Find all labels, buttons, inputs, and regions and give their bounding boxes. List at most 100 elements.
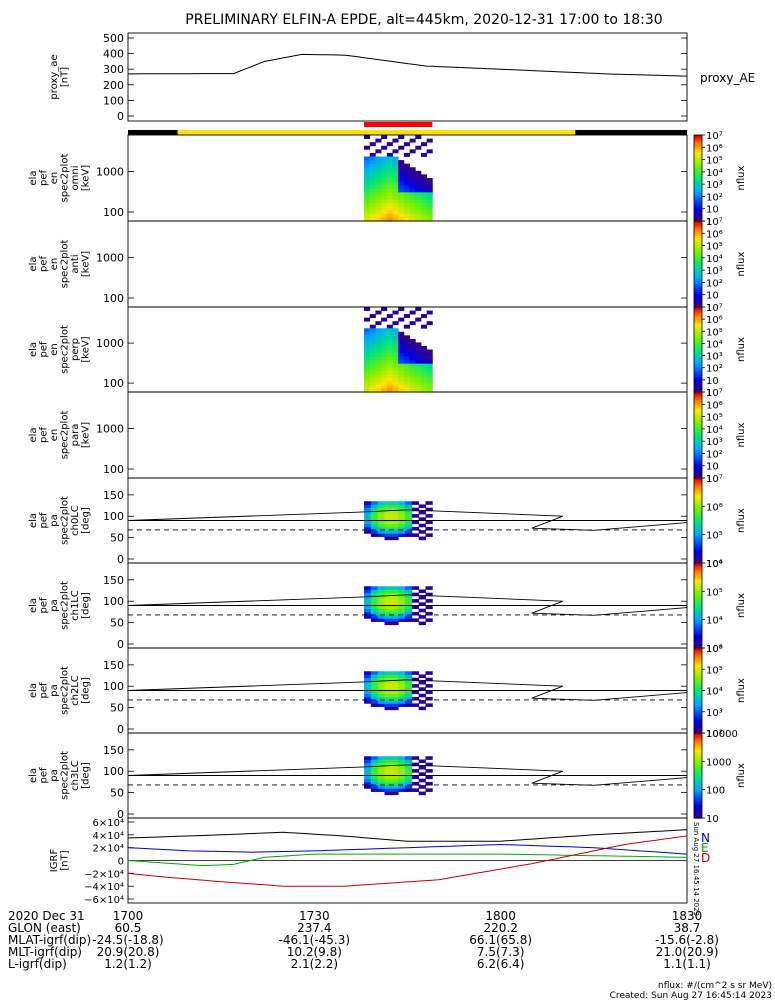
pitch-angle-cell bbox=[370, 586, 379, 590]
spectrogram-cell bbox=[369, 384, 376, 389]
colorbar-tick-label: 10⁶ bbox=[706, 143, 723, 154]
spectrogram-cell bbox=[375, 331, 382, 336]
spectrogram-cell bbox=[409, 349, 416, 354]
spectrogram-cell bbox=[403, 388, 410, 393]
spectrogram-cell bbox=[398, 167, 405, 172]
spectrogram-cell bbox=[392, 181, 399, 186]
colorbar-segment bbox=[694, 197, 702, 201]
colorbar-segment bbox=[694, 152, 702, 155]
colorbar-segment bbox=[694, 296, 702, 299]
colorbar-segment bbox=[694, 779, 702, 783]
colorbar-segment bbox=[694, 707, 702, 711]
panel-ylabel-line: [keV] bbox=[80, 165, 91, 191]
status-bar-segment bbox=[128, 130, 178, 135]
pitch-angle-cell bbox=[405, 775, 413, 780]
spectrogram-cell bbox=[392, 206, 399, 211]
spectrogram-cell bbox=[392, 167, 399, 172]
colorbar-label: nflux bbox=[736, 763, 747, 788]
pitch-angle-cell bbox=[425, 501, 433, 505]
spectrogram-cell bbox=[426, 360, 433, 365]
pitch-angle-cell bbox=[405, 605, 413, 610]
spectrogram-cell bbox=[420, 384, 428, 389]
spectrogram-cell bbox=[420, 174, 428, 179]
pitch-angle-cell bbox=[418, 700, 426, 704]
spectrogram-cell bbox=[420, 206, 428, 211]
pitch-angle-cell bbox=[398, 769, 406, 773]
pitch-angle-cell bbox=[425, 526, 433, 531]
spectrogram-cell bbox=[364, 360, 371, 365]
pitch-angle-cell bbox=[398, 514, 406, 518]
spectrogram-cell bbox=[369, 178, 376, 182]
pitch-angle-cell bbox=[391, 589, 399, 594]
y-tick-label: −6×10⁴ bbox=[84, 895, 124, 906]
panel-ylabel-line: en bbox=[49, 429, 60, 442]
spectrogram-cell bbox=[386, 192, 393, 197]
colorbar-segment bbox=[694, 667, 702, 670]
spectrogram-cell bbox=[392, 363, 399, 368]
colorbar-segment bbox=[694, 794, 702, 798]
pitch-angle-cell bbox=[391, 756, 399, 760]
pitch-angle-cell bbox=[377, 693, 385, 698]
spectrogram-cell bbox=[369, 356, 376, 361]
pitch-angle-cell bbox=[398, 520, 406, 525]
igrf-legend-e: E bbox=[701, 841, 709, 855]
spectrogram-cell bbox=[409, 217, 416, 222]
pitch-angle-cell bbox=[411, 671, 420, 675]
spectrogram-cell bbox=[375, 335, 382, 340]
colorbar-segment bbox=[694, 488, 702, 492]
spectrogram-cell bbox=[415, 192, 422, 197]
colorbar-segment bbox=[694, 635, 702, 638]
spectrogram-cell bbox=[386, 167, 393, 172]
spectrogram-cell bbox=[398, 381, 405, 386]
spectrogram-cell bbox=[420, 192, 428, 197]
spectrogram-cell bbox=[398, 338, 405, 343]
panel-ylabel-line: pef bbox=[38, 682, 49, 699]
colorbar-segment bbox=[694, 682, 702, 685]
colorbar-segment bbox=[694, 648, 702, 651]
colorbar-segment bbox=[694, 784, 702, 787]
colorbar-segment bbox=[694, 321, 702, 325]
colorbar-segment bbox=[694, 137, 702, 140]
colorbar-segment bbox=[694, 330, 702, 334]
colorbar-segment bbox=[694, 790, 702, 794]
pitch-angle-cell bbox=[398, 788, 406, 792]
spectrogram-cell bbox=[375, 163, 382, 168]
panel-ylabel-line: para bbox=[70, 424, 81, 447]
spectrogram-cell bbox=[426, 188, 433, 193]
pitch-angle-cell bbox=[370, 602, 379, 606]
pitch-angle-cell bbox=[391, 510, 399, 515]
pitch-angle-cell bbox=[391, 677, 399, 682]
spectrogram-cell bbox=[409, 185, 416, 190]
colorbar-segment bbox=[694, 796, 702, 800]
colorbar-tick-label: 10 bbox=[706, 376, 719, 387]
pitch-angle-cell bbox=[411, 677, 420, 682]
spectrogram-cell bbox=[415, 377, 422, 382]
colorbar-segment bbox=[694, 620, 702, 624]
colorbar-segment bbox=[694, 302, 702, 306]
spectrogram-cell bbox=[409, 321, 416, 326]
spectrogram-cell bbox=[375, 381, 382, 386]
spectrogram-cell bbox=[415, 181, 422, 186]
colorbar-segment bbox=[694, 469, 702, 473]
pitch-angle-cell bbox=[405, 530, 413, 534]
colorbar-segment bbox=[694, 462, 702, 466]
spectrogram-cell bbox=[426, 210, 433, 215]
pitch-angle-cell bbox=[405, 693, 413, 698]
panel-ylabel-line: IGRF bbox=[49, 849, 60, 873]
colorbar-segment bbox=[694, 569, 702, 573]
pitch-angle-cell bbox=[377, 507, 385, 512]
colorbar-segment bbox=[694, 147, 702, 151]
panel-ylabel-line: [nT] bbox=[59, 850, 70, 870]
spectrogram-cell bbox=[426, 310, 433, 315]
spectrogram-cell bbox=[398, 192, 405, 197]
spectrogram-cell bbox=[420, 377, 428, 382]
pitch-angle-cell bbox=[391, 684, 399, 688]
spectrogram-cell bbox=[364, 203, 371, 208]
colorbar-segment bbox=[694, 501, 702, 505]
spectrogram-cell bbox=[426, 377, 433, 382]
spectrogram-cell bbox=[409, 199, 416, 204]
pitch-angle-cell bbox=[391, 706, 399, 711]
spectrogram-cell bbox=[392, 353, 399, 357]
spectrogram-cell bbox=[398, 174, 405, 179]
colorbar-segment bbox=[694, 767, 702, 770]
